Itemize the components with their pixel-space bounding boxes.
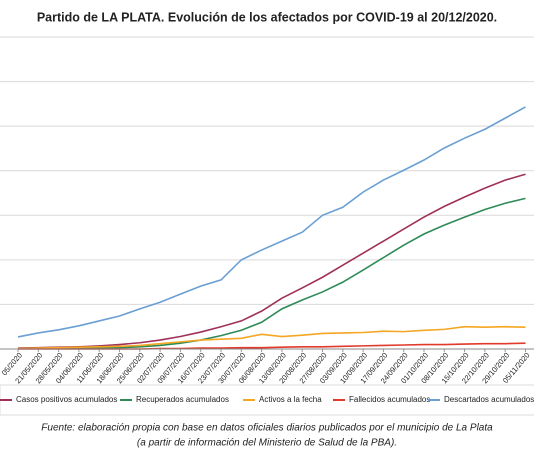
series-line bbox=[17, 106, 526, 338]
legend-label: Activos a la fecha bbox=[259, 395, 322, 404]
footer: Fuente: elaboración propia con base en d… bbox=[41, 423, 493, 434]
footer: (a partir de información del Ministerio … bbox=[137, 438, 397, 449]
chart-title: Partido de LA PLATA. Evolución de los af… bbox=[37, 10, 497, 24]
legend-label: Fallecidos acumulados bbox=[349, 395, 430, 404]
legend-label: Recuperados acumulados bbox=[136, 395, 229, 404]
legend-label: Casos positivos acumulados bbox=[16, 395, 117, 404]
series-line bbox=[17, 325, 526, 350]
legend-box bbox=[0, 384, 534, 416]
legend-label: Descartados acumulados bbox=[444, 395, 534, 404]
series-line bbox=[17, 173, 526, 349]
series-line bbox=[18, 197, 526, 350]
